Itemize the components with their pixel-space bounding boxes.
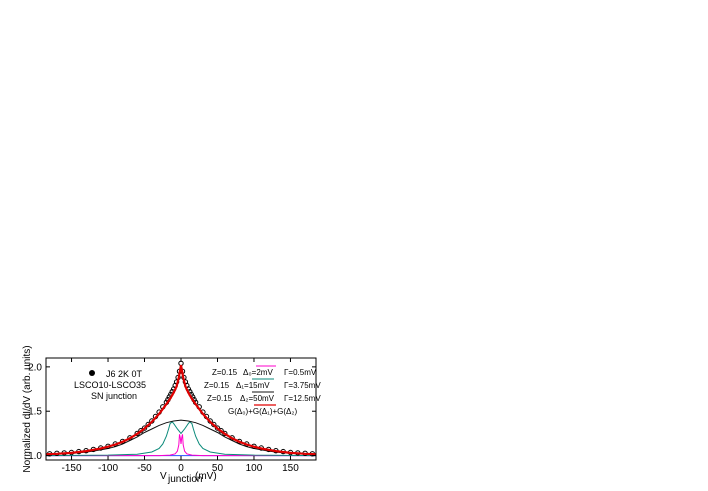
x-tick-label: 150 [282,463,299,474]
series-line--2mv [46,434,316,457]
annotation-d2-gamma: Γ=12.5mV [284,394,321,403]
y-axis-ticks: 1.0 1.5 2.0 [28,362,316,462]
series-line-fit-sum [45,364,317,456]
legend-symbol [89,370,95,376]
annotation-d0-z: Z=0.15 [212,368,238,377]
x-tick-label: -100 [98,463,118,474]
x-tick-label: 100 [246,463,263,474]
x-tick-label: -50 [137,463,152,474]
x-axis-label: V [160,471,167,482]
y-tick-label: 1.5 [28,407,42,418]
data-point [214,425,221,431]
series-line--50mv [45,419,317,456]
x-axis-ticks: -150 -100 -50 0 50 100 150 [62,358,299,474]
annotation-d2-z: Z=0.15 [207,394,233,403]
annotation-d0-delta: Δ₀=2mV [243,368,273,377]
annotation-d1-z: Z=0.15 [204,381,230,390]
annotation-sum: G(Δ₀)+G(Δ₁)+G(Δ₂) [228,407,297,416]
fit-annotations: Z=0.15 Δ₀=2mV Γ=0.5mV Z=0.15 Δ₁=15mV Γ=3… [204,365,321,416]
x-tick-label: 0 [178,463,184,474]
series-line--15mv [45,421,317,457]
legend-symbol-label: J6 2K 0T [106,369,143,379]
annotation-d1-gamma: Γ=3.75mV [284,381,321,390]
x-axis-label-unit: (mV) [195,471,217,482]
y-axis-label: Normalized dI/dV (arb. units) [22,345,33,472]
annotation-d2-delta: Δ₂=50mV [240,394,275,403]
plot-series [45,360,317,457]
y-tick-label: 1.0 [28,451,42,462]
x-axis-label-subscript: junction [167,474,202,485]
annotation-d0-gamma: Γ=0.5mV [284,368,317,377]
annotation-d1-delta: Δ₁=15mV [236,381,270,390]
y-tick-label: 2.0 [28,362,42,373]
legend-line-3: SN junction [91,391,137,401]
data-point [141,425,148,431]
x-tick-label: -150 [62,463,82,474]
x-tick-label: 50 [212,463,224,474]
legend-line-2: LSCO10-LSCO35 [74,380,146,390]
legend: J6 2K 0T LSCO10-LSCO35 SN junction [74,369,146,401]
